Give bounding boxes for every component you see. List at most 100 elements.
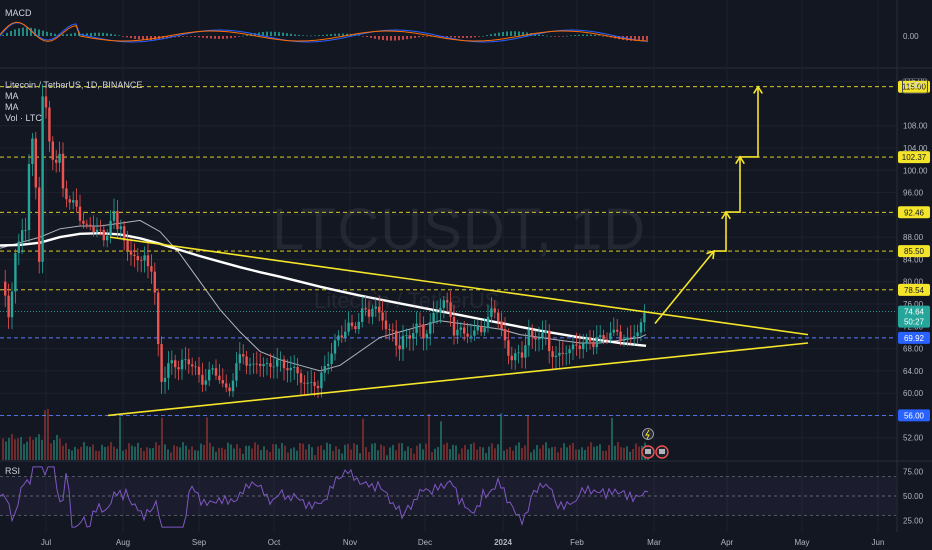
event-badges[interactable]	[641, 428, 669, 459]
candle-body	[371, 308, 374, 317]
macd-histogram-bar	[370, 36, 372, 38]
volume-bar	[20, 436, 22, 460]
macd-histogram-bar	[394, 36, 396, 41]
volume-bar	[185, 445, 187, 460]
candle-body	[7, 295, 10, 318]
candle-body	[507, 340, 510, 356]
candle-body	[548, 330, 551, 352]
macd-histogram-bar	[222, 36, 224, 39]
time-axis[interactable]: Jul Aug Sep Oct Nov Dec 2024 Feb Mar Apr May Jun	[0, 532, 932, 550]
candle-body	[330, 353, 333, 364]
price-axis[interactable]: 116.00108.00104.00100.0096.0092.0088.008…	[898, 32, 930, 525]
volume-bar	[389, 447, 391, 460]
macd-histogram-bar	[446, 36, 448, 37]
level-price-tag	[898, 151, 930, 164]
volume-bar	[302, 443, 304, 460]
macd-histogram-bar	[30, 27, 32, 36]
symbol-title[interactable]: Litecoin / TetherUS, 1D, BINANCE	[5, 80, 143, 90]
volume-bar	[44, 410, 46, 460]
candle-body	[350, 322, 354, 327]
volume-bar	[98, 451, 100, 460]
candle-body	[282, 359, 286, 369]
macd-histogram-bar	[402, 36, 404, 40]
candle-body	[17, 241, 20, 253]
indicator-ma-2[interactable]: MA	[5, 102, 19, 112]
candle-body	[483, 328, 486, 333]
volume-bar	[428, 413, 430, 460]
volume-bar	[194, 450, 196, 460]
candle-body	[296, 366, 299, 374]
candle-body	[391, 329, 394, 331]
volume-bar	[167, 449, 169, 460]
volume-bar	[476, 449, 478, 460]
candle-body	[398, 345, 401, 350]
volume-bar	[83, 442, 85, 460]
current-price-label: 74.64	[904, 308, 925, 317]
candle-body	[616, 329, 619, 332]
price-tick-label: 96.00	[903, 189, 924, 198]
candle-body	[626, 337, 629, 340]
macd-histogram-bar	[478, 36, 480, 37]
rsi-label[interactable]: RSI	[5, 466, 21, 476]
macd-histogram-bar	[450, 36, 452, 38]
macd-histogram-bar	[150, 36, 152, 41]
candle-body	[286, 368, 289, 371]
price-tick-label: 60.00	[903, 389, 924, 398]
candle-body	[140, 260, 143, 261]
candle-body	[534, 337, 537, 340]
volume-bar	[563, 443, 565, 460]
volume-bar	[53, 440, 55, 460]
candle-body	[565, 353, 568, 355]
candle-body	[191, 364, 194, 367]
volume-bar	[332, 450, 334, 460]
candle-body	[452, 316, 456, 336]
candle-body	[514, 353, 517, 361]
macd-histogram-bar	[602, 35, 604, 37]
volume-bar	[38, 434, 40, 460]
volume-bar	[632, 448, 634, 460]
candle-body	[95, 229, 99, 233]
candle-body	[476, 326, 479, 331]
volume-bar	[32, 439, 34, 460]
candle-body	[582, 343, 585, 350]
volume-bar	[50, 443, 52, 460]
candle-body	[412, 333, 415, 339]
volume-bar	[287, 452, 289, 460]
level-price-label: 85.50	[904, 247, 925, 256]
volume-bar	[281, 442, 283, 460]
candle-body	[605, 338, 609, 340]
macd-histogram-bar	[558, 36, 560, 37]
macd-histogram-bar	[14, 29, 16, 36]
macd-histogram-bar	[454, 36, 456, 38]
indicator-ma-1[interactable]: MA	[5, 91, 19, 101]
triangle-upper-trendline	[109, 236, 809, 336]
macd-label[interactable]: MACD	[5, 8, 32, 18]
candle-body	[123, 226, 126, 241]
breakout-projection-path	[654, 86, 759, 325]
currency-button[interactable]: USDT	[902, 78, 928, 94]
macd-histogram-bar	[66, 34, 68, 36]
trendline-drawings[interactable]	[107, 85, 809, 417]
candle-body	[276, 359, 279, 367]
rsi-tick-label: 50.00	[903, 492, 924, 501]
volume-bar	[536, 444, 538, 460]
indicator-volume[interactable]: Vol · LTC	[5, 113, 42, 123]
volume-bar	[587, 446, 589, 460]
candle-body	[133, 254, 136, 257]
candle-body	[163, 377, 167, 382]
candle-body	[4, 281, 7, 296]
rsi-line	[0, 466, 649, 528]
candle-body	[174, 360, 177, 368]
macd-histogram-bar	[50, 32, 52, 36]
macd-histogram-bar	[582, 34, 584, 36]
candle-body	[388, 329, 391, 330]
volume-bar	[17, 438, 19, 460]
volume-bar	[227, 442, 229, 460]
volume-bar	[272, 444, 274, 460]
volume-bar	[269, 452, 271, 460]
volume-bar	[245, 445, 247, 460]
price-tick-label: 68.00	[903, 345, 924, 354]
volume-bar	[446, 442, 448, 460]
volume-bar	[329, 443, 331, 460]
